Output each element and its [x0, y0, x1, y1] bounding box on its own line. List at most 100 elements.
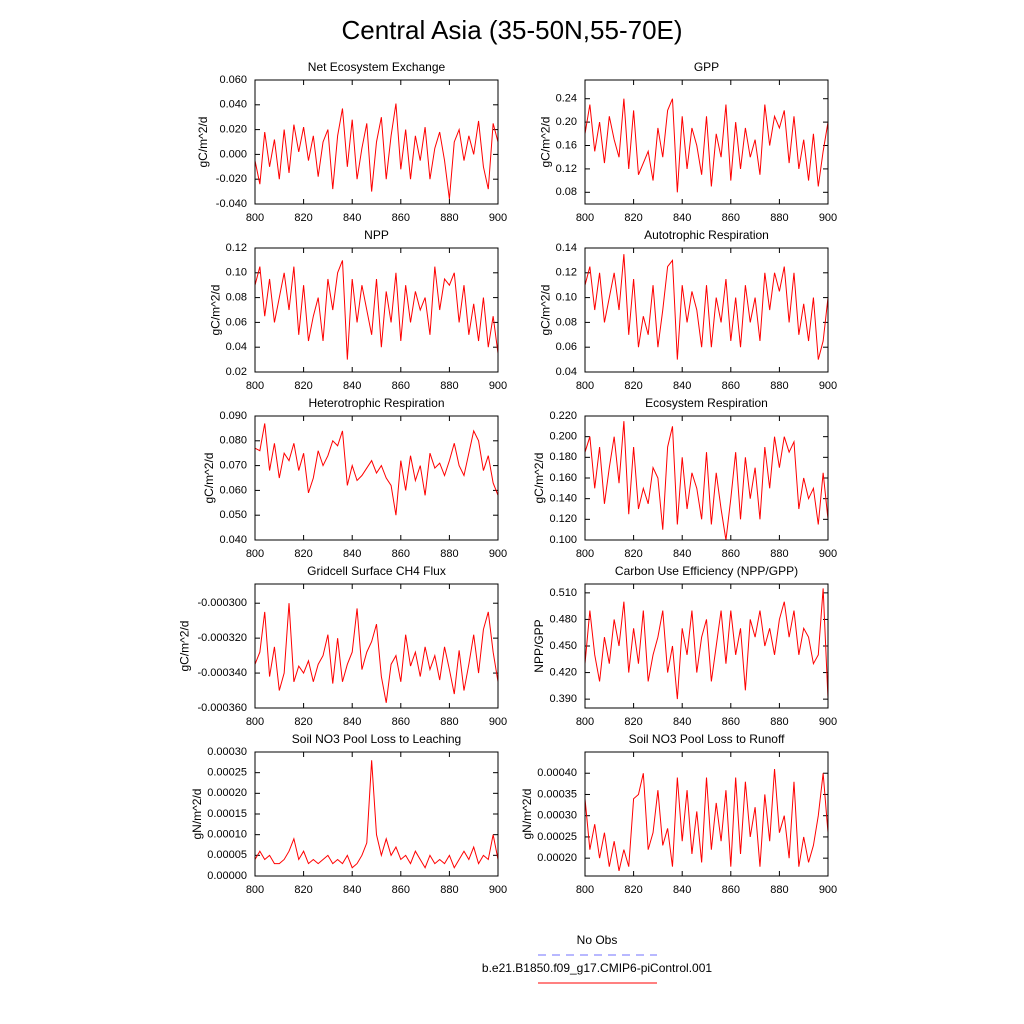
- y-axis-label: gC/m^2/d: [538, 117, 552, 168]
- x-tick-label: 800: [246, 212, 264, 224]
- data-line: [254, 103, 499, 200]
- x-tick-label: 860: [722, 548, 740, 560]
- x-tick-label: 820: [624, 212, 642, 224]
- x-tick-label: 860: [392, 716, 410, 728]
- x-tick-label: 860: [722, 212, 740, 224]
- x-tick-label: 900: [819, 380, 837, 392]
- x-tick-label: 840: [343, 884, 361, 896]
- y-tick-label: 0.12: [226, 242, 247, 254]
- x-tick-label: 820: [294, 212, 312, 224]
- x-tick-label: 800: [246, 548, 264, 560]
- y-tick-label: 0.00035: [537, 788, 577, 800]
- y-tick-label: -0.040: [216, 198, 247, 210]
- x-tick-label: 900: [819, 548, 837, 560]
- y-tick-label: 0.100: [549, 534, 577, 546]
- y-tick-label: 0.08: [226, 292, 247, 304]
- x-tick-label: 860: [392, 212, 410, 224]
- panel-title: GPP: [694, 60, 719, 74]
- y-tick-label: 0.180: [549, 451, 577, 463]
- plot-frame: [584, 751, 829, 877]
- y-tick-label: 0.00025: [537, 831, 577, 843]
- y-tick-label: 0.000: [219, 148, 247, 160]
- y-tick-label: 0.00000: [207, 870, 247, 882]
- y-tick-label: 0.090: [219, 410, 247, 422]
- x-tick-label: 840: [673, 380, 691, 392]
- y-tick-label: 0.08: [556, 316, 577, 328]
- x-tick-label: 860: [722, 716, 740, 728]
- y-tick-label: 0.080: [219, 435, 247, 447]
- data-line: [584, 254, 829, 360]
- x-tick-label: 900: [489, 380, 507, 392]
- x-tick-label: 800: [576, 380, 594, 392]
- y-axis-label: gN/m^2/d: [190, 789, 204, 840]
- x-tick-label: 900: [489, 548, 507, 560]
- x-tick-label: 880: [770, 212, 788, 224]
- y-axis-label: gC/m^2/d: [202, 453, 216, 504]
- x-tick-label: 800: [576, 716, 594, 728]
- y-tick-label: 0.10: [556, 292, 577, 304]
- x-tick-label: 820: [294, 380, 312, 392]
- panel-title: NPP: [364, 228, 389, 242]
- x-tick-label: 820: [624, 380, 642, 392]
- data-line: [254, 260, 499, 360]
- x-tick-label: 840: [343, 716, 361, 728]
- y-tick-label: 0.00005: [207, 849, 247, 861]
- x-tick-label: 820: [624, 884, 642, 896]
- x-tick-label: 820: [294, 548, 312, 560]
- y-tick-label: 0.040: [219, 99, 247, 111]
- panel-title: Carbon Use Efficiency (NPP/GPP): [615, 564, 798, 578]
- y-tick-label: 0.060: [219, 74, 247, 86]
- plot-frame: [584, 583, 829, 709]
- data-line: [584, 421, 829, 541]
- y-tick-label: 0.24: [556, 93, 577, 105]
- y-tick-label: 0.040: [219, 534, 247, 546]
- x-tick-label: 840: [673, 884, 691, 896]
- x-tick-label: 900: [489, 884, 507, 896]
- legend-label: b.e21.B1850.f09_g17.CMIP6-piControl.001: [482, 961, 712, 975]
- y-tick-label: 0.00040: [537, 767, 577, 779]
- x-tick-label: 800: [246, 716, 264, 728]
- y-axis-label: gC/m^2/d: [538, 285, 552, 336]
- plot-frame: [584, 247, 829, 373]
- x-tick-label: 840: [673, 212, 691, 224]
- y-tick-label: 0.390: [549, 693, 577, 705]
- y-tick-label: 0.220: [549, 410, 577, 422]
- plot-frame: [254, 751, 499, 877]
- y-tick-label: 0.06: [556, 341, 577, 353]
- x-tick-label: 800: [576, 212, 594, 224]
- y-tick-label: 0.420: [549, 666, 577, 678]
- x-tick-label: 880: [440, 884, 458, 896]
- x-tick-label: 900: [819, 716, 837, 728]
- panel-title: Soil NO3 Pool Loss to Runoff: [629, 732, 786, 746]
- y-tick-label: 0.10: [226, 267, 247, 279]
- y-tick-label: 0.12: [556, 267, 577, 279]
- figure-title: Central Asia (35-50N,55-70E): [341, 15, 682, 45]
- plot-frame: [584, 415, 829, 541]
- y-tick-label: 0.450: [549, 640, 577, 652]
- x-tick-label: 880: [770, 716, 788, 728]
- x-tick-label: 860: [392, 884, 410, 896]
- data-line: [254, 423, 499, 516]
- y-axis-label: gC/m^2/d: [177, 621, 191, 672]
- panel-title: Soil NO3 Pool Loss to Leaching: [292, 732, 461, 746]
- panel-title: Heterotrophic Respiration: [308, 396, 444, 410]
- y-tick-label: 0.16: [556, 139, 577, 151]
- y-tick-label: 0.04: [556, 366, 577, 378]
- y-tick-label: 0.08: [556, 186, 577, 198]
- x-tick-label: 820: [624, 716, 642, 728]
- x-tick-label: 860: [392, 548, 410, 560]
- y-tick-label: -0.000360: [197, 702, 247, 714]
- x-tick-label: 840: [343, 212, 361, 224]
- y-tick-label: 0.00010: [207, 829, 247, 841]
- y-tick-label: 0.00030: [207, 746, 247, 758]
- x-tick-label: 880: [770, 884, 788, 896]
- x-tick-label: 820: [294, 716, 312, 728]
- x-tick-label: 860: [722, 380, 740, 392]
- x-tick-label: 860: [392, 380, 410, 392]
- x-tick-label: 880: [440, 548, 458, 560]
- x-tick-label: 840: [673, 548, 691, 560]
- y-tick-label: 0.06: [226, 316, 247, 328]
- panel-title: Autotrophic Respiration: [644, 228, 769, 242]
- x-tick-label: 820: [624, 548, 642, 560]
